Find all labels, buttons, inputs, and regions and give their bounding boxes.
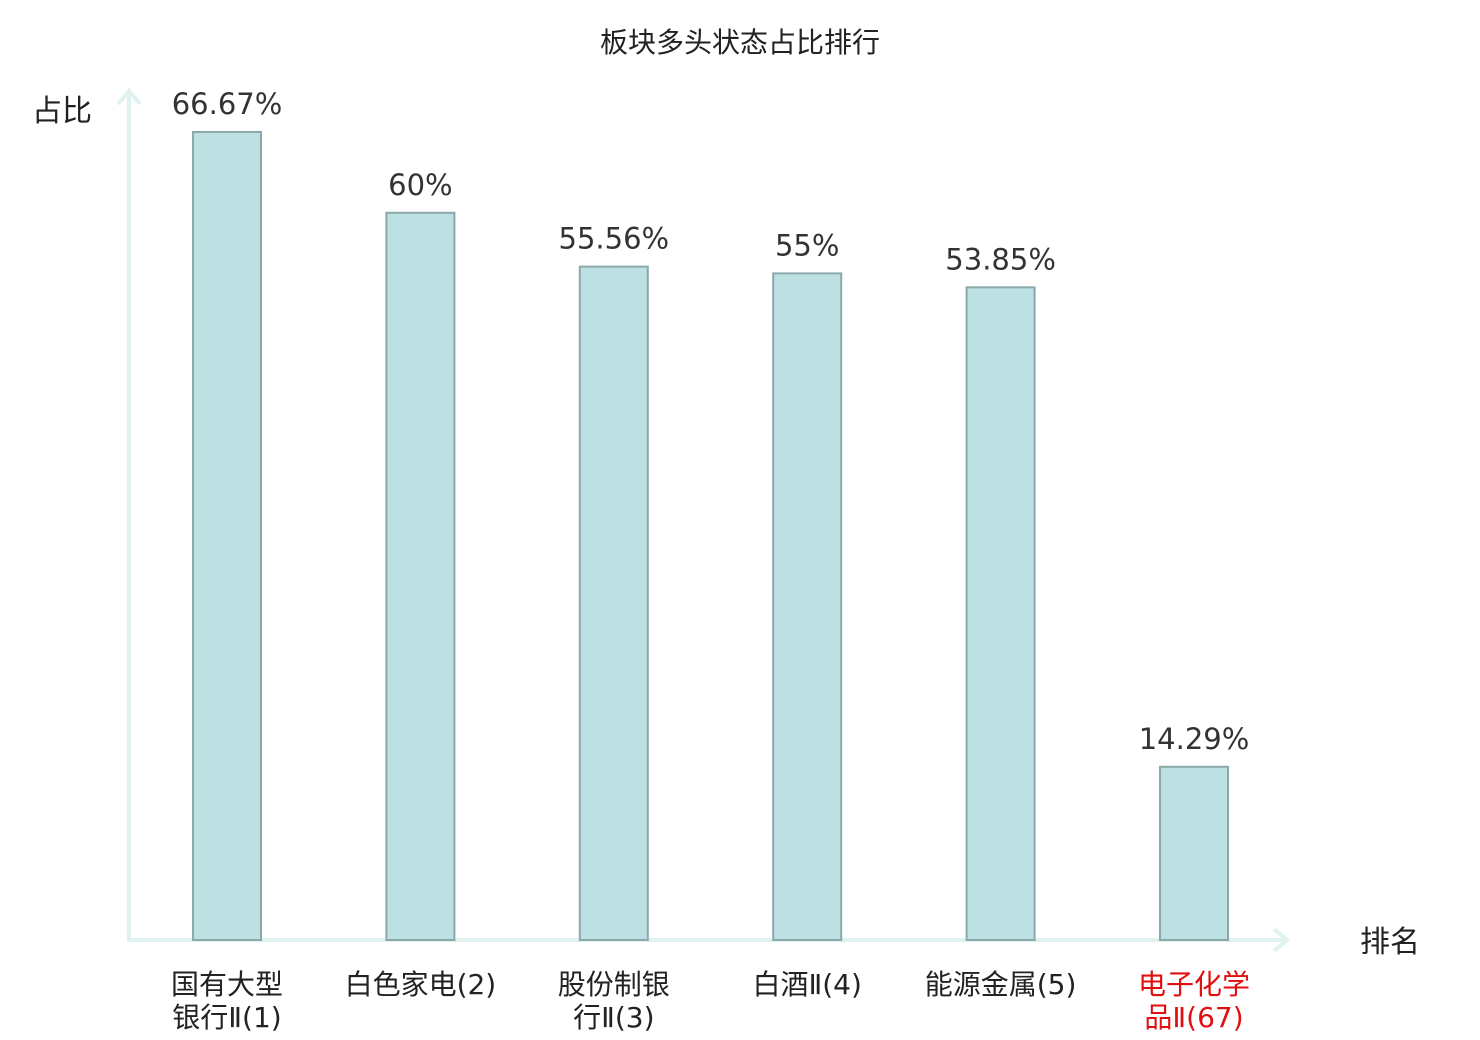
category-label-1: 国有大型银行Ⅱ(1) [171,968,283,1034]
bar-4 [772,272,843,941]
category-label-line: 国有大型 [171,968,283,1001]
bar-1 [192,130,262,941]
category-label-3: 股份制银行Ⅱ(3) [558,968,670,1034]
bar-value-label-2: 60% [388,168,452,202]
chart-title: 板块多头状态占比排行 [600,26,880,59]
y-axis-arrow [116,87,142,106]
bar-6 [1159,765,1229,941]
bar-3 [578,265,649,941]
category-label-line: 能源金属(5) [925,968,1077,1001]
bar-value-label-3: 55.56% [559,222,670,256]
bar-value-label-1: 66.67% [172,87,283,121]
category-label-line: 股份制银 [558,968,670,1001]
category-label-line: 白色家电(2) [345,968,497,1001]
category-label-line: 白酒Ⅱ(4) [752,968,861,1001]
bar-value-label-6: 14.29% [1139,722,1250,756]
category-label-5: 能源金属(5) [925,968,1077,1001]
bar-value-label-4: 55% [775,228,839,262]
category-label-line: 行Ⅱ(3) [573,1001,654,1034]
category-labels-group: 国有大型银行Ⅱ(1) 白色家电(2) 股份制银行Ⅱ(3) 白酒Ⅱ(4) 能源金属(5) 电… [171,968,1250,1034]
bars-group [192,130,1229,942]
y-axis-title: 占比 [32,94,92,129]
x-axis-title: 排名 [1360,925,1420,960]
bar-value-label-5: 53.85% [945,242,1056,276]
value-labels-group: 66.67% 60% 55.56% 55% 53.85% 14.29% [172,87,1250,756]
bar-2 [385,211,456,942]
category-label-line: 品Ⅱ(67) [1144,1001,1243,1034]
bar-5 [965,286,1036,941]
category-label-2: 白色家电(2) [345,968,497,1001]
category-label-6: 电子化学品Ⅱ(67) [1138,968,1250,1034]
chart-axes [116,87,1291,953]
category-label-line: 电子化学 [1138,968,1250,1001]
category-label-4: 白酒Ⅱ(4) [752,968,861,1001]
category-label-line: 银行Ⅱ(1) [172,1001,281,1034]
x-axis-arrow [1272,927,1291,953]
